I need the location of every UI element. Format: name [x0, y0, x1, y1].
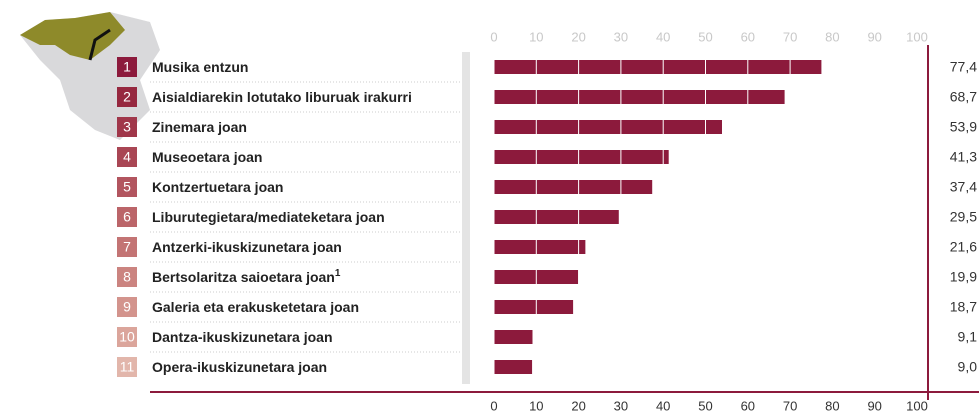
rank-badge	[117, 267, 137, 287]
x-tick-label: 0	[490, 398, 497, 413]
x-tick-label-top: 30	[614, 29, 628, 44]
x-tick-label: 50	[698, 398, 712, 413]
x-tick-label-top: 90	[867, 29, 881, 44]
x-tick-label: 100	[906, 398, 928, 413]
category-label: Galeria eta erakusketetara joan	[152, 299, 359, 315]
rank: 1	[123, 59, 131, 75]
x-tick-label: 80	[825, 398, 839, 413]
rank-badge	[117, 237, 137, 257]
category-text: Opera-ikuskizunetara joan	[152, 359, 327, 375]
category-text: Liburutegietara/mediateketara joan	[152, 209, 385, 225]
category-text: Aisialdiarekin lotutako liburuak irakurr…	[152, 89, 412, 105]
category-label: Dantza-ikuskizunetara joan	[152, 329, 333, 345]
rank-badge	[117, 87, 137, 107]
bar	[494, 210, 619, 224]
rank: 8	[123, 269, 131, 285]
x-tick-label: 10	[529, 398, 543, 413]
rank: 3	[123, 119, 131, 135]
x-tick-label: 90	[867, 398, 881, 413]
category-text: Galeria eta erakusketetara joan	[152, 299, 359, 315]
category-label: Aisialdiarekin lotutako liburuak irakurr…	[152, 89, 412, 105]
category-text: Dantza-ikuskizunetara joan	[152, 329, 333, 345]
category-label: Museoetara joan	[152, 149, 262, 165]
rank-badge	[117, 57, 137, 77]
rank-badge	[117, 327, 137, 347]
rank: 11	[120, 359, 135, 375]
rank-badge	[117, 357, 137, 377]
rank-badge	[117, 147, 137, 167]
category-label: Bertsolaritza saioetara joan1	[152, 268, 341, 285]
rank: 5	[123, 179, 131, 195]
bar	[494, 180, 653, 194]
x-tick-label: 60	[741, 398, 755, 413]
bar	[494, 240, 586, 254]
footnote-mark: 1	[335, 268, 341, 279]
category-label: Musika entzun	[152, 59, 248, 75]
rank-badge	[117, 297, 137, 317]
category-text: Bertsolaritza saioetara joan	[152, 269, 335, 285]
rank-badge	[117, 207, 137, 227]
x-tick-label-top: 60	[741, 29, 755, 44]
value-label: 9,1	[958, 329, 978, 345]
rank-badge	[117, 177, 137, 197]
rank: 6	[123, 209, 131, 225]
category-label: Zinemara joan	[152, 119, 247, 135]
category-text: Musika entzun	[152, 59, 248, 75]
rank: 4	[123, 149, 131, 165]
category-label: Kontzertuetara joan	[152, 179, 283, 195]
bar	[494, 60, 822, 74]
bar	[494, 300, 574, 314]
value-label: 53,9	[950, 119, 977, 135]
bar	[494, 330, 533, 344]
bar	[494, 360, 533, 374]
rank: 10	[119, 329, 135, 345]
x-tick-label-top: 50	[698, 29, 712, 44]
x-tick-label-top: 0	[490, 29, 497, 44]
rank: 2	[123, 89, 131, 105]
x-tick-label-top: 10	[529, 29, 543, 44]
x-tick-label: 30	[614, 398, 628, 413]
value-label: 21,6	[950, 239, 977, 255]
x-tick-label-top: 20	[571, 29, 585, 44]
category-text: Kontzertuetara joan	[152, 179, 283, 195]
map-icon	[20, 12, 160, 140]
value-label: 37,4	[950, 179, 977, 195]
x-tick-label-top: 100	[906, 29, 928, 44]
rank: 7	[123, 239, 131, 255]
value-label: 68,7	[950, 89, 977, 105]
value-label: 41,3	[950, 149, 977, 165]
value-label: 29,5	[950, 209, 977, 225]
bar	[494, 150, 669, 164]
bar	[494, 90, 785, 104]
category-label: Antzerki-ikuskizunetara joan	[152, 239, 342, 255]
value-label: 19,9	[950, 269, 977, 285]
category-text: Zinemara joan	[152, 119, 247, 135]
x-tick-label: 40	[656, 398, 670, 413]
x-tick-label: 20	[571, 398, 585, 413]
x-tick-label-top: 40	[656, 29, 670, 44]
category-label: Opera-ikuskizunetara joan	[152, 359, 327, 375]
bar	[494, 120, 722, 134]
category-label: Liburutegietara/mediateketara joan	[152, 209, 385, 225]
value-label: 9,0	[958, 359, 978, 375]
rank-badge	[117, 117, 137, 137]
x-tick-label-top: 80	[825, 29, 839, 44]
x-tick-label: 70	[783, 398, 797, 413]
category-text: Museoetara joan	[152, 149, 262, 165]
x-tick-label-top: 70	[783, 29, 797, 44]
rank: 9	[123, 299, 131, 315]
category-text: Antzerki-ikuskizunetara joan	[152, 239, 342, 255]
value-label: 77,4	[950, 59, 977, 75]
value-label: 18,7	[950, 299, 977, 315]
separator	[462, 52, 470, 384]
